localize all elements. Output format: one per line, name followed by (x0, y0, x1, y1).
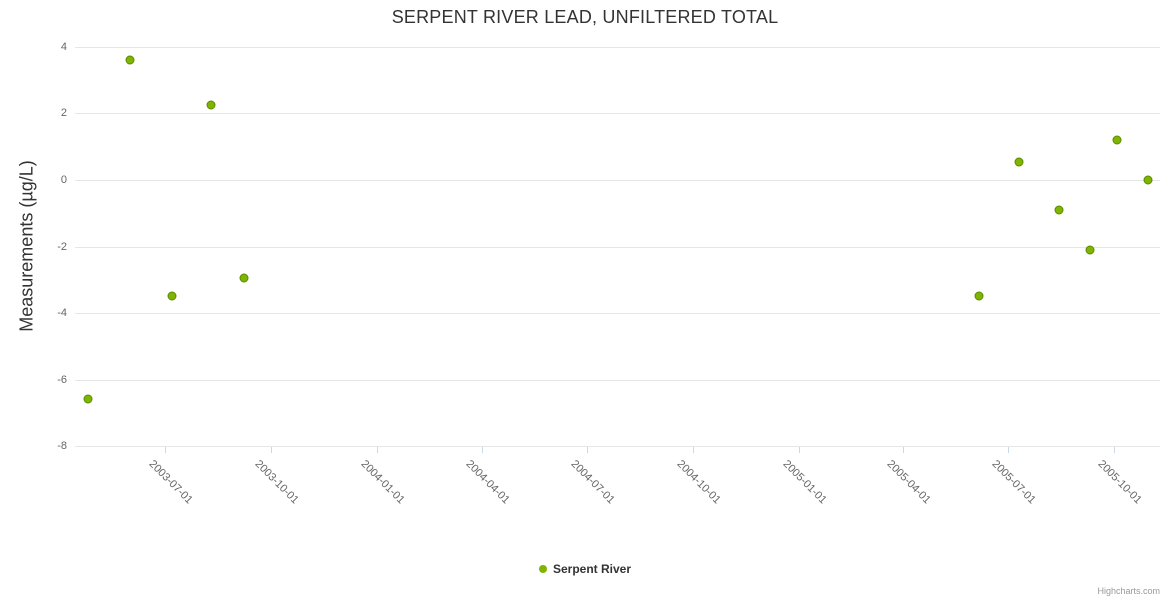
x-tick-label: 2004-04-01 (463, 458, 512, 507)
credits-link[interactable]: Highcharts.com (1097, 586, 1160, 596)
x-tick-mark (799, 447, 801, 453)
legend-label: Serpent River (552, 562, 632, 576)
x-tick-label: 2005-07-01 (989, 458, 1038, 507)
x-tick-mark (271, 447, 272, 453)
data-point[interactable] (1014, 157, 1024, 167)
y-axis-labels: 4 2 0 -2 -4 -6 -8 (0, 41, 67, 452)
x-tick-mark (377, 447, 379, 453)
x-tick-label: 2005-04-01 (884, 458, 933, 507)
x-tick-label: 2003-10-01 (252, 458, 301, 507)
y-gridline (75, 379, 1160, 381)
data-point[interactable] (1054, 205, 1064, 215)
x-tick-mark (586, 447, 588, 453)
y-gridline (75, 246, 1160, 248)
y-gridline (75, 179, 1160, 181)
y-tick-label: 2 (60, 107, 67, 120)
x-tick-mark (693, 447, 695, 453)
y-tick-label: -8 (57, 440, 67, 452)
data-point[interactable] (1143, 175, 1153, 185)
plot-area (75, 47, 1160, 447)
y-tick-label: 4 (60, 41, 67, 53)
x-tick-label: 2004-01-01 (358, 458, 407, 507)
y-tick-label: 0 (60, 173, 67, 186)
data-point[interactable] (1112, 135, 1122, 145)
legend-marker-icon (538, 565, 547, 573)
data-point[interactable] (1085, 245, 1095, 255)
y-tick-label: -2 (57, 240, 67, 253)
y-tick-label: -4 (57, 306, 67, 319)
x-tick-mark (1007, 447, 1009, 453)
y-gridline (75, 446, 1160, 447)
data-point[interactable] (974, 291, 984, 301)
legend-item-serpent-river[interactable]: Serpent River (538, 562, 632, 576)
x-tick-label: 2003-07-01 (146, 458, 195, 507)
y-gridline (75, 113, 1160, 115)
x-tick-mark (902, 447, 904, 453)
x-tick-mark (482, 447, 484, 453)
legend: Serpent River (0, 562, 1170, 576)
data-point[interactable] (206, 100, 216, 110)
chart-title: SERPENT RIVER LEAD, UNFILTERED TOTAL (391, 7, 779, 27)
data-point[interactable] (239, 273, 249, 283)
data-point[interactable] (167, 291, 177, 301)
x-tick-label: 2004-07-01 (568, 458, 617, 507)
x-tick-mark (164, 447, 166, 453)
x-tick-label: 2004-10-01 (674, 458, 723, 507)
x-axis-labels: 2003-07-01 2003-10-01 2004-01-01 2004-04-01… (75, 446, 1160, 566)
data-point[interactable] (125, 55, 135, 65)
x-tick-label: 2005-01-01 (780, 458, 829, 507)
x-tick-label: 2005-10-01 (1095, 458, 1144, 507)
data-point[interactable] (83, 394, 93, 404)
y-gridline (75, 312, 1160, 314)
x-tick-mark (1113, 447, 1115, 453)
y-tick-label: -6 (57, 373, 67, 386)
y-gridline (75, 47, 1160, 48)
